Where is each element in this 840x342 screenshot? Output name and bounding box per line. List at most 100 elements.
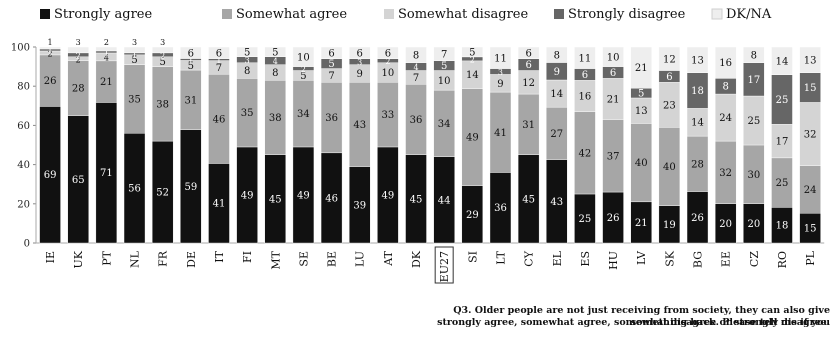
y-tick-label: 20 [17, 199, 30, 210]
data-label: 49 [466, 133, 479, 144]
data-label: 41 [494, 128, 507, 139]
data-label: 2 [470, 55, 475, 64]
data-label: 31 [522, 120, 535, 131]
legend-label: Somewhat agree [236, 7, 347, 22]
data-label: 45 [410, 194, 423, 205]
data-label: 25 [747, 116, 760, 127]
data-label: 9 [497, 79, 503, 90]
x-tick-label: FR [157, 250, 170, 267]
data-label: 5 [131, 55, 137, 66]
data-label: 32 [804, 130, 817, 141]
data-label: 5 [638, 89, 644, 100]
bars: 6926211652822371214125635513523852359315… [39, 38, 821, 244]
bar-segment [236, 46, 258, 58]
data-label: 34 [297, 109, 310, 120]
bar-segment [461, 46, 484, 58]
x-tick-label: PL [804, 250, 817, 265]
bar-segment [67, 46, 89, 54]
data-label: 33 [382, 110, 395, 121]
data-label: 26 [44, 76, 57, 87]
bar-segment [658, 46, 681, 71]
bar-segment [602, 46, 624, 67]
bar-segment [180, 46, 202, 59]
bar-segment [714, 46, 737, 79]
legend-swatch [711, 8, 723, 20]
data-label: 8 [413, 50, 419, 61]
y-tick-label: 0 [24, 239, 30, 250]
data-label: 2 [301, 65, 306, 74]
data-label: 4 [104, 53, 109, 62]
data-label: 36 [410, 115, 423, 126]
x-tick-label: BE [326, 251, 339, 267]
x-tick-label: PT [100, 250, 113, 265]
data-label: 21 [100, 77, 113, 88]
data-label: 1 [48, 46, 53, 55]
data-label: 1 [188, 56, 193, 65]
data-label: 42 [579, 148, 592, 159]
bar-segment [377, 46, 399, 59]
bar-segment [686, 46, 709, 73]
data-label: 46 [325, 193, 338, 204]
data-label: 52 [156, 188, 169, 199]
data-label: 6 [385, 48, 391, 59]
data-label: 6 [525, 60, 531, 71]
data-label: 30 [747, 170, 760, 181]
data-label: 2 [385, 57, 390, 66]
data-label: 15 [804, 83, 817, 94]
data-label: 29 [466, 210, 479, 221]
data-label: 17 [747, 75, 760, 86]
x-tick-label: SE [297, 251, 310, 267]
data-label: 10 [438, 76, 451, 87]
data-label: 5 [244, 47, 250, 58]
data-label: 43 [353, 120, 366, 131]
y-tick-label: 100 [11, 43, 30, 54]
x-tick-label: IE [44, 251, 57, 263]
data-label: 35 [241, 108, 254, 119]
data-label: 18 [691, 86, 704, 97]
bar-segment [433, 46, 455, 61]
data-label: 2 [160, 51, 165, 60]
data-label: 39 [353, 200, 366, 211]
data-label: 9 [554, 67, 560, 78]
bar-segment [405, 46, 427, 63]
data-label: 21 [607, 94, 620, 105]
data-label: 11 [494, 53, 507, 64]
x-tick-label: EE [720, 251, 733, 267]
data-label: 56 [128, 184, 141, 195]
data-label: 8 [722, 82, 728, 93]
bar-segment [799, 46, 821, 73]
data-label: 6 [328, 48, 334, 59]
legend-swatch [40, 9, 50, 19]
data-label: 40 [663, 162, 676, 173]
bar-segment [743, 46, 765, 63]
data-label: 38 [156, 99, 169, 110]
data-label: 45 [522, 194, 535, 205]
data-label: 14 [691, 118, 704, 129]
bar-segment [630, 46, 652, 89]
data-label: 3 [498, 68, 503, 77]
footnote-line-2: strongly agree, somewhat agree, somewhat… [437, 317, 830, 328]
x-tick-label: LV [635, 250, 648, 265]
data-label: 12 [522, 78, 535, 89]
data-label: 10 [297, 52, 310, 63]
bar-segment [489, 46, 512, 69]
data-label: 5 [272, 47, 278, 58]
data-label: 26 [607, 213, 620, 224]
x-tick-label: LT [494, 250, 507, 264]
data-label: 3 [132, 38, 137, 47]
data-label: 6 [666, 72, 672, 83]
data-label: 25 [776, 178, 789, 189]
data-label: 27 [550, 129, 563, 140]
x-tick-label: RO [776, 251, 789, 268]
data-label: 6 [525, 48, 531, 59]
data-label: 7 [328, 71, 334, 82]
data-label: 7 [413, 73, 419, 84]
data-label: 4 [273, 57, 278, 66]
x-tick-label: EL [551, 250, 564, 266]
data-label: 45 [269, 194, 282, 205]
data-label: 25 [579, 214, 592, 225]
data-label: 14 [466, 70, 479, 81]
x-tick-label: CY [523, 250, 536, 266]
data-label: 1 [132, 50, 137, 59]
stacked-bar-chart: Strongly agree Somewhat agree Somewhat dis… [11, 7, 825, 284]
